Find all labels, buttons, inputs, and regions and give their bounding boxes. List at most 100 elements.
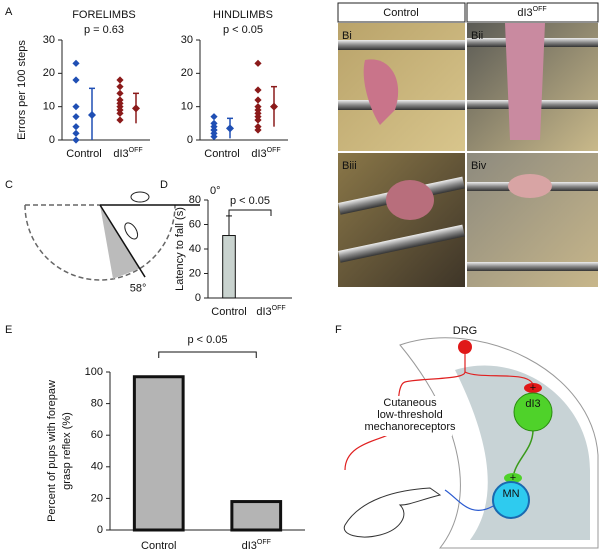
chart-title: HINDLIMBS: [213, 9, 273, 21]
synapse: [504, 473, 522, 483]
excitatory-sign: +: [530, 382, 536, 394]
receptor-label: Cutaneous: [383, 397, 437, 409]
photo-grid: [337, 2, 599, 287]
x-tick-label-sup: OFF: [257, 539, 271, 546]
mouse: [130, 191, 150, 203]
chart-subtitle: p = 0.63: [84, 24, 124, 36]
dI3-neuron: [513, 392, 553, 432]
paw: [363, 59, 399, 125]
data-point: [72, 103, 80, 111]
panel-label: D: [160, 179, 168, 191]
data-point: [72, 136, 80, 144]
bar: [230, 500, 283, 532]
y-tick-label: 0: [195, 292, 201, 304]
mean-marker: [132, 104, 140, 113]
data-point: [254, 116, 262, 124]
x-tick-label-sup: OFF: [267, 147, 281, 154]
y-tick-label: 20: [43, 67, 55, 79]
y-tick-label: 20: [181, 67, 193, 79]
data-point: [72, 129, 80, 137]
x-tick-label: Control: [204, 148, 239, 160]
chart-subtitle: p < 0.05: [223, 24, 263, 36]
photo-label: Biv: [471, 160, 487, 172]
photo-label: Bi: [342, 30, 352, 42]
x-tick-label: dI3OFF: [251, 147, 280, 160]
x-tick-label: dI3OFF: [256, 305, 285, 318]
rotation-diagram: [24, 204, 176, 281]
drg-label: DRG: [453, 325, 477, 337]
angle-wedge: [100, 205, 140, 279]
x-tick-label: dI3OFF: [242, 539, 271, 552]
rod: [338, 40, 465, 50]
data-point: [254, 96, 262, 104]
angle-label: 0°: [210, 185, 221, 197]
afferent: [464, 371, 534, 386]
mouse: [124, 222, 139, 240]
receptor-label: mechanoreceptors: [364, 421, 456, 433]
x-tick-label-sup: OFF: [129, 147, 143, 154]
y-axis-label: Percent of pups with forepaw: [46, 380, 58, 522]
photo-label: Biii: [342, 160, 357, 172]
data-point: [72, 76, 80, 84]
data-point: [116, 116, 124, 124]
x-tick-label: Control: [141, 540, 176, 552]
y-tick-label: 80: [189, 194, 201, 206]
data-point: [116, 76, 124, 84]
column-header-sup: OFF: [533, 6, 547, 13]
data-point: [254, 59, 262, 67]
drg: [458, 340, 472, 354]
bar: [132, 375, 185, 532]
receptor-box: [368, 396, 452, 436]
bar: [222, 235, 236, 299]
x-tick-label-text: dI3: [242, 540, 257, 552]
mean-marker: [88, 111, 96, 119]
interneuron-label: dI3: [525, 398, 540, 410]
y-tick-label: 60: [91, 429, 103, 441]
y-tick-label: 20: [91, 492, 103, 504]
x-tick-label-text: dI3: [251, 148, 266, 160]
y-tick-label: 100: [85, 366, 103, 378]
y-axis-label: Latency to fall (s): [174, 207, 186, 291]
y-tick-label: 40: [189, 243, 201, 255]
panel-label: F: [335, 324, 342, 336]
x-tick-label: Control: [211, 306, 246, 318]
x-tick-label-sup: OFF: [272, 305, 286, 312]
y-tick-label: 40: [91, 461, 103, 473]
y-tick-label: 0: [97, 524, 103, 536]
data-point: [72, 123, 80, 131]
gray-matter: [455, 365, 590, 540]
y-axis-label: Errors per 100 steps: [16, 40, 28, 140]
data-point: [116, 89, 124, 97]
data-point: [72, 59, 80, 67]
chart-title: FORELIMBS: [72, 9, 136, 21]
paw: [505, 23, 545, 140]
significance-label: p < 0.05: [230, 195, 270, 207]
synapse: [524, 383, 542, 393]
rod: [338, 224, 465, 263]
rod: [338, 100, 465, 110]
y-axis-label: grasp reflex (%): [61, 412, 73, 490]
data-point: [254, 86, 262, 94]
column-header: dI3OFF: [517, 6, 546, 19]
angle-label: 58°: [130, 283, 147, 295]
significance-label: p < 0.05: [187, 334, 227, 346]
motor-label: MN: [502, 488, 519, 500]
y-tick-label: 10: [43, 101, 55, 113]
circuit-diagram: [343, 337, 599, 549]
y-tick-label: 30: [181, 34, 193, 46]
y-tick-label: 0: [187, 134, 193, 146]
mean-marker: [226, 124, 234, 133]
data-point: [254, 126, 262, 134]
motor-neuron: [492, 481, 530, 519]
x-tick-label-text: dI3: [113, 148, 128, 160]
motor-axon: [444, 489, 496, 511]
header-cell: [337, 2, 466, 23]
data-point: [116, 83, 124, 91]
mean-marker: [270, 102, 278, 111]
data-point: [116, 109, 124, 117]
panel-label: C: [5, 179, 13, 191]
hand: [343, 487, 442, 538]
panel-label: A: [5, 6, 13, 18]
panel-label: E: [5, 324, 12, 336]
